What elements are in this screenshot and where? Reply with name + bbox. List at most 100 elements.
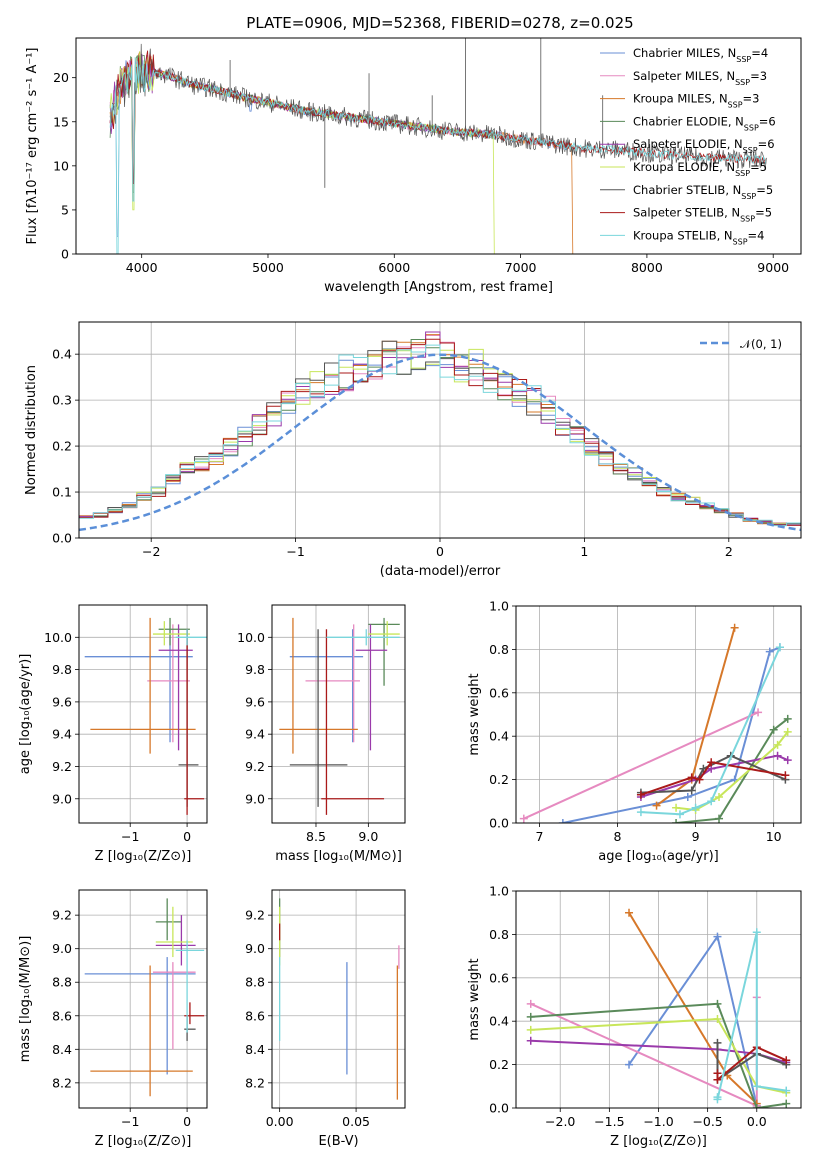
panel-age-vs-Z: −1 0 9.0 9.2 9.4 9.6 9.8 10.0 Z [log₁₀(Z/Z⊙)] age… bbox=[18, 604, 208, 864]
weight-marker bbox=[526, 1025, 535, 1034]
tick-label-x: 8.5 bbox=[306, 829, 326, 844]
legend-label: Salpeter STELIB, NSSP=5 bbox=[633, 206, 772, 224]
tick-label-y: 0 bbox=[61, 247, 69, 262]
weight-marker bbox=[526, 1036, 535, 1045]
legend-subscript: SSP bbox=[735, 77, 750, 86]
weight-marker bbox=[713, 932, 722, 941]
legend-tail: =5 bbox=[750, 160, 767, 174]
panel-age-vs-mass: 8.5 9.0 9.0 9.2 9.4 9.6 9.8 10.0 mass [log₁₀(M/M… bbox=[237, 604, 406, 864]
legend-subscript: SSP bbox=[728, 100, 743, 109]
spectrum-line bbox=[109, 43, 767, 184]
weight-marker bbox=[695, 775, 704, 784]
tick-label-x: 7000 bbox=[505, 260, 537, 275]
weight-marker bbox=[782, 1086, 791, 1095]
weight-marker bbox=[687, 773, 696, 782]
weight-marker bbox=[769, 725, 778, 734]
tick-label-y: 8.6 bbox=[52, 1008, 72, 1023]
tick-label-x: 6000 bbox=[378, 260, 410, 275]
tick-label-x: 10 bbox=[766, 829, 782, 844]
histogram-8 bbox=[79, 344, 801, 527]
tick-label-y: 8.2 bbox=[245, 1075, 265, 1090]
weight-marker bbox=[636, 808, 645, 817]
x-axis-label: wavelength [Angstrom, rest frame] bbox=[324, 280, 553, 295]
tick-label-y: 9.0 bbox=[245, 941, 265, 956]
legend-label: Salpeter ELODIE, NSSP=6 bbox=[633, 137, 775, 155]
spectrum-line bbox=[109, 57, 767, 254]
weight-marker bbox=[713, 999, 722, 1008]
weight-marker bbox=[782, 1056, 791, 1065]
plot-area bbox=[278, 898, 400, 1100]
tick-label-x: −1 bbox=[121, 1114, 139, 1129]
tick-label-x: −1.5 bbox=[594, 1114, 624, 1129]
weight-line bbox=[716, 1042, 787, 1082]
weight-marker bbox=[519, 814, 528, 823]
tick-label-y: 8.8 bbox=[245, 975, 265, 990]
plot-area bbox=[526, 908, 791, 1108]
axes-frame bbox=[271, 889, 406, 1109]
tick-label-y: 0.2 bbox=[489, 772, 509, 787]
panel-mass-vs-Z: −1 0 8.2 8.4 8.6 8.8 9.0 9.2 Z [log₁₀(Z/Z⊙)] mass… bbox=[18, 889, 208, 1149]
weight-marker bbox=[783, 756, 792, 765]
legend-label: 𝒩(0, 1) bbox=[740, 337, 782, 351]
weight-line bbox=[530, 1002, 787, 1108]
plot-area bbox=[79, 331, 801, 532]
plot-area bbox=[519, 623, 792, 823]
tick-label-x: −1.0 bbox=[643, 1114, 673, 1129]
tick-label-x: −1 bbox=[121, 829, 139, 844]
legend-tail: =3 bbox=[750, 69, 767, 83]
tick-label-x: 0 bbox=[183, 1114, 191, 1129]
axes-frame bbox=[78, 889, 208, 1109]
tick-label-y: 9.2 bbox=[52, 908, 72, 923]
tick-label-y: 10.0 bbox=[44, 630, 72, 645]
panel-mass-vs-ebv: 0.00 0.05 8.2 8.4 8.6 8.8 9.0 9.2 E(B-V) bbox=[245, 889, 406, 1149]
weight-marker bbox=[707, 758, 716, 767]
weight-marker bbox=[752, 1104, 761, 1108]
tick-label-y: 9.6 bbox=[245, 694, 265, 709]
tick-label-y: 9.6 bbox=[52, 694, 72, 709]
legend-subscript: SSP bbox=[735, 169, 750, 178]
tick-label-y: 1.0 bbox=[489, 884, 509, 899]
plot-area bbox=[279, 617, 400, 815]
weight-marker bbox=[754, 708, 763, 717]
legend-tail: =4 bbox=[748, 228, 765, 242]
tick-label-y: 0.2 bbox=[52, 439, 72, 454]
x-axis-label: mass [log₁₀(M/M⊙)] bbox=[275, 849, 402, 864]
tick-label-y: 0.0 bbox=[489, 1101, 509, 1116]
tick-label-y: 0.1 bbox=[52, 485, 72, 500]
tick-label-y: 0.4 bbox=[52, 347, 72, 362]
spectrum-line bbox=[109, 51, 495, 254]
tick-label-y: 1.0 bbox=[489, 599, 509, 614]
tick-label-x: 9.0 bbox=[358, 829, 378, 844]
tick-label-x: 0.0 bbox=[747, 1114, 767, 1129]
tick-label-y: 0.3 bbox=[52, 393, 72, 408]
legend-label: Chabrier ELODIE, NSSP=6 bbox=[633, 114, 776, 131]
weight-marker bbox=[713, 1015, 722, 1024]
weight-line bbox=[562, 646, 781, 823]
weight-marker bbox=[652, 801, 661, 810]
tick-label-y: 8.4 bbox=[52, 1042, 72, 1057]
legend-label: Kroupa ELODIE, NSSP=5 bbox=[633, 160, 767, 178]
weight-marker bbox=[781, 771, 790, 780]
legend-label: Salpeter MILES, NSSP=3 bbox=[633, 69, 767, 87]
tick-label-y: 0.6 bbox=[489, 685, 509, 700]
spectrum-line bbox=[109, 54, 571, 193]
legend-tail: =4 bbox=[751, 46, 768, 60]
weight-line bbox=[523, 711, 759, 820]
figure-title: PLATE=0906, MJD=52368, FIBERID=0278, z=0… bbox=[246, 14, 633, 32]
tick-label-y: 9.0 bbox=[245, 791, 265, 806]
axes-frame bbox=[78, 604, 208, 824]
weight-marker bbox=[782, 1099, 791, 1108]
axes-frame bbox=[75, 37, 802, 255]
tick-label-x: −1 bbox=[286, 544, 304, 559]
tick-label-y: 9.0 bbox=[52, 941, 72, 956]
panel-weight-vs-age: 7 8 9 10 0.0 0.2 0.4 0.6 0.8 1.0 age [log₁₀(age/yr… bbox=[467, 599, 802, 864]
plot-area bbox=[84, 617, 207, 815]
weight-marker bbox=[526, 1012, 535, 1021]
weight-marker bbox=[526, 999, 535, 1008]
weight-marker bbox=[687, 786, 696, 795]
tick-label-x: 9 bbox=[692, 829, 700, 844]
panel-residuals: −2 −1 0 1 2 0.0 0.1 0.2 0.3 0.4 (data-model)/error… bbox=[24, 321, 802, 579]
y-axis-label: Flux [fλ10⁻¹⁷ erg cm⁻² s⁻¹ A⁻¹] bbox=[25, 48, 40, 245]
weight-marker bbox=[558, 819, 567, 823]
